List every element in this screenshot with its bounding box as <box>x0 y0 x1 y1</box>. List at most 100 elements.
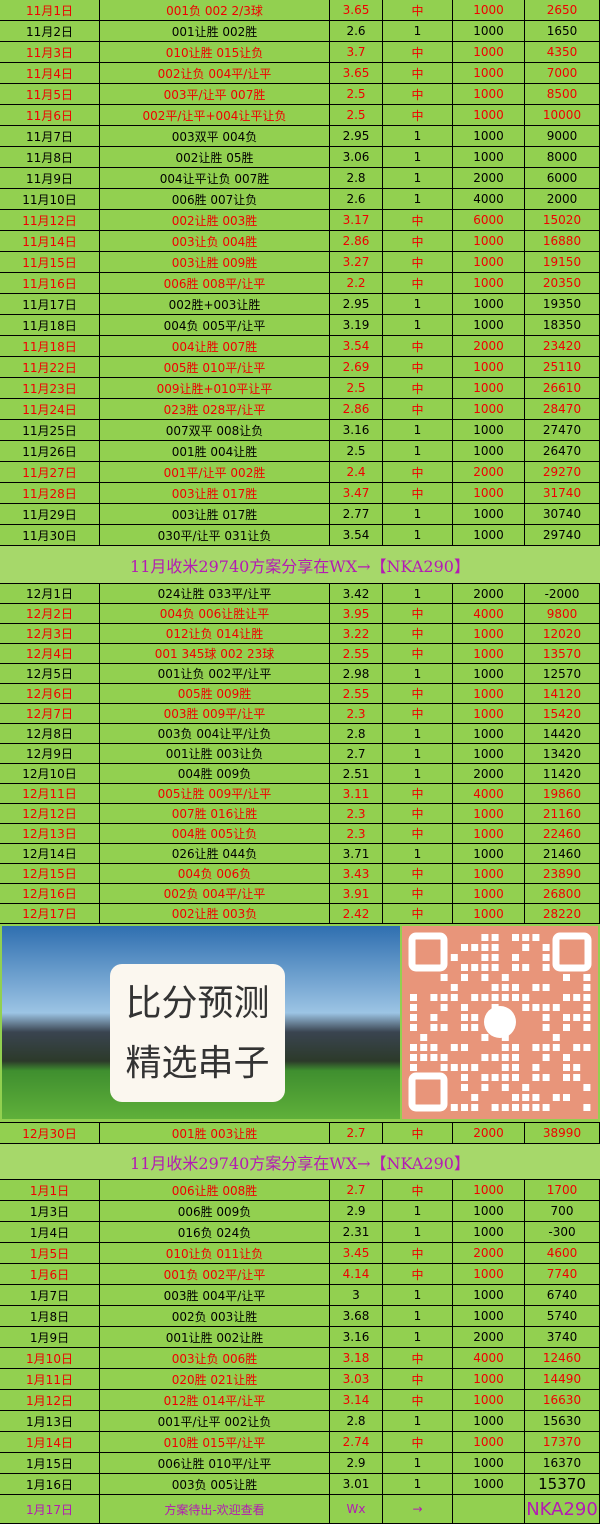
promo-image: 比分预测 精选串子 <box>0 924 600 1123</box>
cell: 2000 <box>453 1123 525 1144</box>
cell: 中 <box>383 63 453 84</box>
qr-dot <box>542 944 550 951</box>
cell: 003负 004让平/让负 <box>100 724 330 744</box>
qr-dot <box>471 1024 479 1031</box>
cell: 11月3日 <box>0 42 100 63</box>
qr-dot <box>461 1044 468 1051</box>
cell: 12月30日 <box>0 1123 100 1144</box>
cell: 1月6日 <box>0 1264 100 1285</box>
cell: 1000 <box>453 294 525 315</box>
cell: 11月25日 <box>0 420 100 441</box>
cell: 007胜 016让胜 <box>100 804 330 824</box>
qr-dot <box>461 1014 468 1021</box>
cell: 3.47 <box>330 483 383 504</box>
cell: 1000 <box>453 664 525 684</box>
cell: 8500 <box>525 84 600 105</box>
cell: 2.55 <box>330 684 383 704</box>
cell: 001平/让平 002让负 <box>100 1411 330 1432</box>
qr-dot <box>461 974 468 981</box>
cell: 3.91 <box>330 884 383 904</box>
qr-dot <box>512 1044 519 1051</box>
cell: 12月5日 <box>0 664 100 684</box>
qr-dot <box>532 1094 540 1101</box>
qr-dot <box>522 1094 530 1101</box>
cell: 3.95 <box>330 604 383 624</box>
cell: 11月14日 <box>0 231 100 252</box>
qr-dot <box>552 1094 560 1101</box>
cell: 15420 <box>525 704 600 724</box>
qr-dot <box>430 1014 438 1021</box>
cell: 11月4日 <box>0 63 100 84</box>
qr-dot <box>410 1014 417 1021</box>
cell: 12月11日 <box>0 784 100 804</box>
cell: 1000 <box>453 1411 525 1432</box>
cell: 18350 <box>525 315 600 336</box>
cell: 中 <box>383 42 453 63</box>
qr-dot <box>522 934 530 941</box>
cell: 003负 005让胜 <box>100 1474 330 1495</box>
cell: 1 <box>383 1285 453 1306</box>
cell: 003让负 006胜 <box>100 1348 330 1369</box>
qr-dot <box>522 964 530 971</box>
cell: 9000 <box>525 126 600 147</box>
qr-dot <box>430 1044 438 1051</box>
cell: 26470 <box>525 441 600 462</box>
qr-dot <box>542 1024 550 1031</box>
cell: 1000 <box>453 884 525 904</box>
qr-dot <box>471 1094 479 1101</box>
cell: 1000 <box>453 864 525 884</box>
cell: 004负 006让胜让平 <box>100 604 330 624</box>
qr-dot <box>491 954 499 961</box>
cell <box>453 1495 525 1524</box>
cell: 11月1日 <box>0 0 100 21</box>
cell: 中 <box>383 231 453 252</box>
cell: 2.5 <box>330 105 383 126</box>
cell: 009让胜+010平让平 <box>100 378 330 399</box>
cell: 6740 <box>525 1285 600 1306</box>
cell: 1 <box>383 147 453 168</box>
cell: 1000 <box>453 273 525 294</box>
cell: 3.7 <box>330 42 383 63</box>
cell: 1000 <box>453 126 525 147</box>
cell: 2.74 <box>330 1432 383 1453</box>
cell: 2.9 <box>330 1201 383 1222</box>
cell: 11月5日 <box>0 84 100 105</box>
qr-dot <box>542 1044 550 1051</box>
qr-dot <box>420 1044 428 1051</box>
cell: 020胜 021让胜 <box>100 1369 330 1390</box>
cell: 3.16 <box>330 1327 383 1348</box>
cell: 002平/让平+004让平让负 <box>100 105 330 126</box>
qr-dot <box>583 994 591 1001</box>
cell: 2.3 <box>330 704 383 724</box>
cell: 3.68 <box>330 1306 383 1327</box>
qr-dot <box>481 964 489 971</box>
qr-dot <box>491 1054 499 1061</box>
cell: 010让胜 015让负 <box>100 42 330 63</box>
cell: 001胜 004让胜 <box>100 441 330 462</box>
cell: 16880 <box>525 231 600 252</box>
cell: 14120 <box>525 684 600 704</box>
qr-dot <box>532 1064 540 1071</box>
cell: 26610 <box>525 378 600 399</box>
qr-dot <box>583 1044 591 1051</box>
qr-dot <box>512 1094 519 1101</box>
qr-dot <box>450 984 458 991</box>
cell: 6000 <box>453 210 525 231</box>
qr-dot <box>573 1064 581 1071</box>
cell: 012胜 014平/让平 <box>100 1390 330 1411</box>
cell: 001 345球 002 23球 <box>100 644 330 664</box>
qr-dot <box>420 1034 428 1041</box>
cell: 1 <box>383 1453 453 1474</box>
cell: 中 <box>383 624 453 644</box>
cell: 12月10日 <box>0 764 100 784</box>
cell: 2.86 <box>330 399 383 420</box>
promo-art <box>2 926 598 1119</box>
qr-dot <box>501 1034 509 1041</box>
qr-dot <box>461 964 468 971</box>
cell: 15630 <box>525 1411 600 1432</box>
cell: 3.16 <box>330 420 383 441</box>
cell: 002让胜 003负 <box>100 904 330 924</box>
cell: 1月5日 <box>0 1243 100 1264</box>
qr-dot <box>491 1104 499 1111</box>
